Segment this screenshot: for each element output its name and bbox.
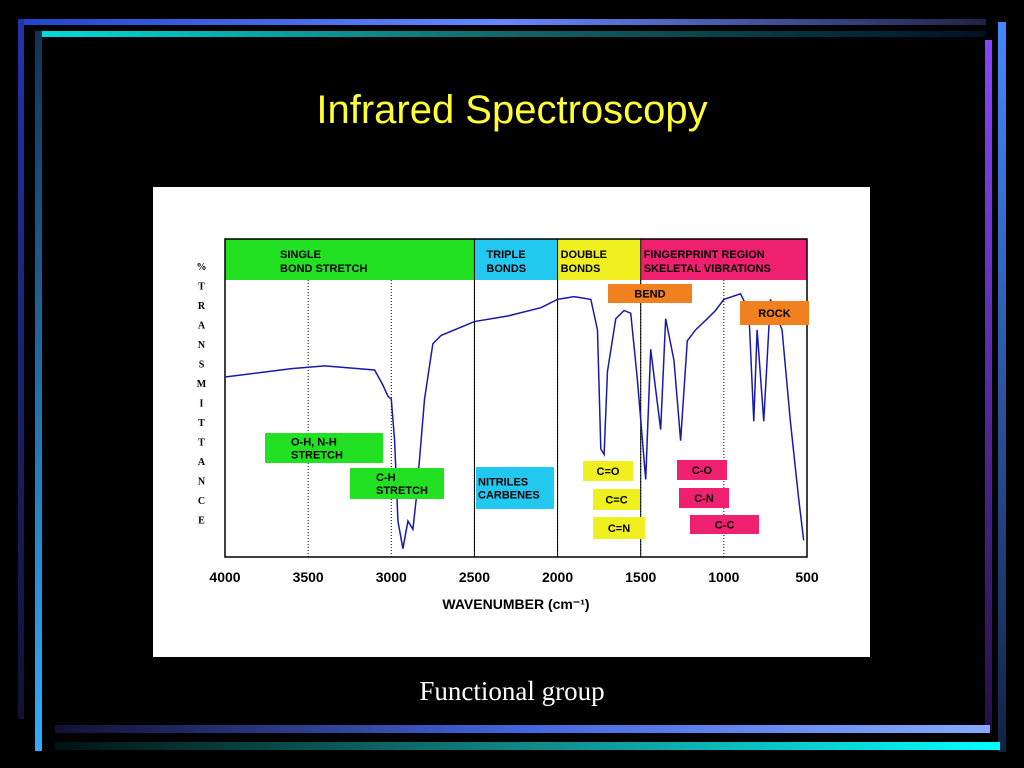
annotation-label: C-N xyxy=(694,493,714,505)
annotation-label: C-O xyxy=(692,465,713,477)
region-label: FINGERPRINT REGION xyxy=(644,249,765,261)
y-axis-label: %TRANSMITTANCE xyxy=(196,262,207,535)
annotation-box xyxy=(679,488,729,508)
frame-bar xyxy=(998,22,1006,752)
annotation-label: O-H, N-H xyxy=(291,437,337,449)
region-label: SKELETAL VIBRATIONS xyxy=(644,263,771,275)
annotation-label: CARBENES xyxy=(478,490,540,502)
annotation-label: STRETCH xyxy=(291,450,343,462)
annotation-box xyxy=(265,433,383,463)
region-label: BOND STRETCH xyxy=(280,263,367,275)
plot-frame xyxy=(224,238,808,558)
annotation-box xyxy=(350,468,444,499)
caption: Functional group xyxy=(419,676,605,706)
x-tick-label: 3500 xyxy=(293,569,324,585)
frame-bar xyxy=(35,31,985,37)
annotation-box xyxy=(690,515,759,534)
slide-title: Infrared Spectroscopy xyxy=(316,88,708,132)
annotation-label: NITRILES xyxy=(478,477,528,489)
region-label: DOUBLE xyxy=(561,249,607,261)
region-band xyxy=(225,239,475,280)
region-label: BONDS xyxy=(486,263,526,275)
x-tick-label: 2000 xyxy=(542,569,573,585)
annotation-box xyxy=(593,517,645,539)
annotation-box xyxy=(608,284,692,303)
x-tick-label: 500 xyxy=(795,569,819,585)
region-label: BONDS xyxy=(561,263,601,275)
annotation-box xyxy=(593,489,640,510)
region-label: SINGLE xyxy=(280,249,321,261)
x-tick-label: 3000 xyxy=(376,569,407,585)
frame-bar xyxy=(985,40,992,730)
annotation-label: C=N xyxy=(608,523,630,535)
annotation-box xyxy=(677,460,727,480)
x-tick-label: 1000 xyxy=(708,569,739,585)
x-axis-label: WAVENUMBER (cm⁻¹) xyxy=(442,596,589,612)
annotation-label: ROCK xyxy=(758,308,790,320)
frame-bar xyxy=(55,725,990,733)
annotation-box xyxy=(740,301,809,325)
region-label: TRIPLE xyxy=(486,249,525,261)
frame-bar xyxy=(35,31,42,751)
frame-bar xyxy=(18,19,24,719)
annotation-label: STRETCH xyxy=(376,485,428,497)
x-tick-label: 1500 xyxy=(625,569,656,585)
frame-bar xyxy=(20,19,986,25)
annotation-box xyxy=(476,467,554,509)
x-tick-label: 2500 xyxy=(459,569,490,585)
region-band xyxy=(474,239,558,280)
annotation-label: C-C xyxy=(715,520,735,532)
spectrum-line xyxy=(224,292,805,549)
region-band xyxy=(640,239,807,280)
annotation-label: C=C xyxy=(605,495,627,507)
x-tick-label: 4000 xyxy=(209,569,240,585)
annotation-label: BEND xyxy=(634,289,665,301)
annotation-box xyxy=(583,461,633,481)
region-band xyxy=(557,239,641,280)
frame-bar xyxy=(55,742,1000,750)
annotation-label: C=O xyxy=(597,466,620,478)
annotation-label: C-H xyxy=(376,472,396,484)
